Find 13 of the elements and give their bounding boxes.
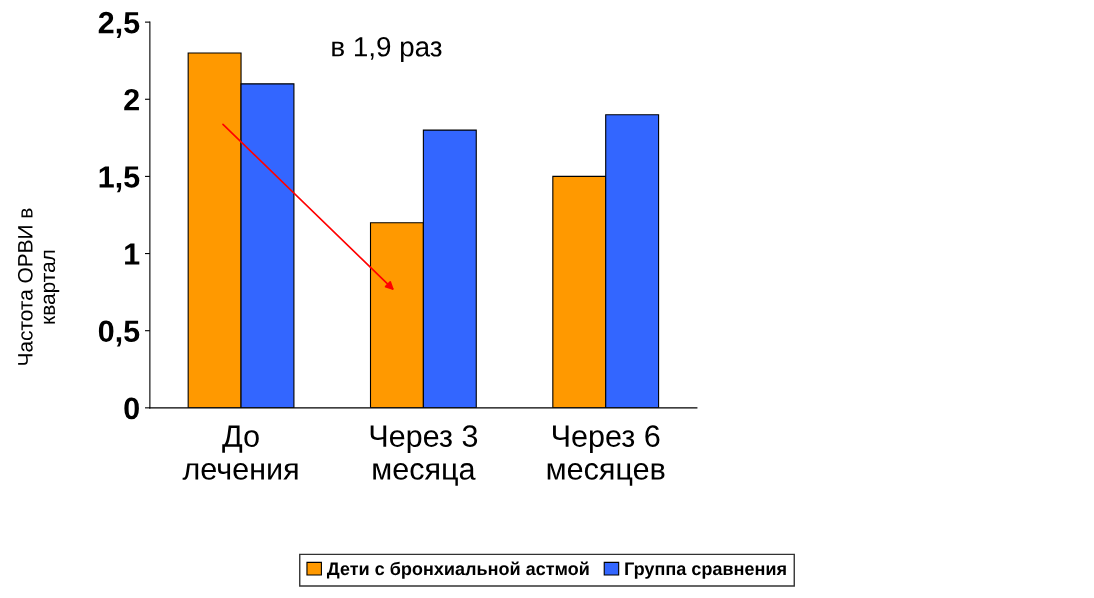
- y-tick-label: 0: [124, 397, 139, 420]
- legend-label: Дети с бронхиальной астмой: [326, 561, 589, 579]
- y-tick-label: 1: [125, 243, 140, 265]
- x-tick-label: Через 6 месяцев: [547, 425, 665, 486]
- y-tick-label: 2,5: [98, 11, 140, 38]
- legend-label: Группа сравнения: [625, 562, 786, 579]
- annotation: в 1,9 раз: [332, 36, 442, 63]
- y-tick-label: 0,5: [98, 320, 140, 347]
- x-tick-label: Через 3 месяца: [370, 425, 478, 486]
- y-axis-title: Частота ОРВИ в квартал: [17, 208, 60, 365]
- y-tick-label: 2: [124, 89, 139, 111]
- x-tick-label: До лечения: [182, 425, 298, 480]
- y-tick-label: 1,5: [99, 166, 140, 193]
